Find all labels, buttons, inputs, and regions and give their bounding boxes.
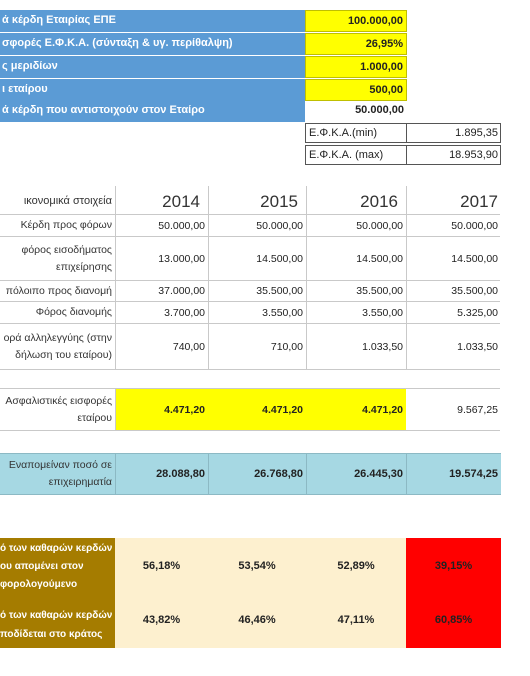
table-cell: 740,00 [172,340,205,353]
pct-kept-2014: 56,18% [142,560,181,572]
partner-shares-value[interactable]: 500,00 [305,79,407,101]
pct-kept-2017: 39,15% [434,560,473,572]
remaining-label-line1: Εναπομείναν ποσό σε [8,459,112,471]
row-solidarity-label-line1: ορά αλληλεγγύης (στην [3,331,112,344]
table-cell: 35.500,00 [356,285,403,297]
pct-state-2017: 60,85% [434,614,473,626]
table-cell: 1.033,50 [362,340,403,353]
pct-kept-label-line1: ό των καθαρών κερδών [0,543,113,554]
efka-rate-label: σφορές Ε.Φ.Κ.Α. (σύνταξη & υγ. περίθαλψη… [0,33,305,55]
table-cell: 35.500,00 [451,285,498,297]
table-cell: 50.000,00 [256,219,303,232]
row-income-tax-label-line1: φόρος εισοδήματος [21,243,112,256]
table-cell: 50.000,00 [451,219,498,232]
partner-shares-label: ι εταίρου [0,79,305,101]
table-cell: 3.700,00 [164,306,205,319]
remaining-label-line2: επιχειρηματία [48,476,112,488]
remaining-row [0,453,501,495]
pct-state-label: ό των καθαρών κερδών ποδίδεται στο κράτο… [0,606,115,646]
pct-state-label-line1: ό των καθαρών κερδών [0,610,113,621]
row-remaining-label: πόλοιπο προς διανομή [5,284,112,297]
row-profit-before-tax-label: Κέρδη προς φόρων [20,219,112,231]
efka-min-value: 1.895,35 [406,123,501,143]
row-distribution-tax-label: Φόρος διανομής [35,306,112,318]
year-2015: 2015 [260,192,298,211]
remaining-2015: 26.768,80 [254,468,303,480]
pct-state-2015: 46,46% [238,614,276,626]
pct-kept-2016: 52,89% [337,560,375,572]
table-cell: 1.033,50 [457,340,498,353]
row-income-tax-label-line2: επιχείρησης [56,260,112,273]
pct-state-label-line2: ποδίδεται στο κράτος [0,629,103,640]
pct-kept-label-line2: ου απομένει στον [0,561,84,572]
remaining-2014: 28.088,80 [156,468,205,480]
insurance-2016: 4.471,20 [306,389,406,430]
remaining-label: Εναπομείναν ποσό σε επιχειρηματία [0,454,115,494]
shares-label: ς μεριδίων [0,56,305,78]
year-2017: 2017 [460,192,498,211]
insurance-label-line2: εταίρου [77,411,112,424]
pct-kept-label-line3: φορολογούμενο [0,579,78,590]
table-cell: 35.500,00 [256,285,303,297]
pct-2017-block [406,538,501,648]
remaining-2017: 19.574,25 [449,468,498,480]
efka-rate-value[interactable]: 26,95% [305,33,407,55]
year-2016: 2016 [360,192,398,211]
table-cell: 3.550,00 [262,306,303,319]
table-cell: 14.500,00 [256,252,303,265]
partner-profit-label: ά κέρδη που αντιστοιχούν στον Εταίρο [0,100,305,122]
insurance-2017: 9.567,25 [457,403,498,416]
pct-label-block [0,538,115,648]
table-cell: 37.000,00 [158,285,205,297]
table-cell: 14.500,00 [356,252,403,265]
table-cell: 710,00 [270,340,303,353]
insurance-label-line1: Ασφαλιστικές εισφορές [5,394,112,407]
insurance-2014: 4.471,20 [116,389,208,430]
shares-value[interactable]: 1.000,00 [305,56,407,78]
table-cell: 50.000,00 [158,219,205,232]
pct-kept-label: ό των καθαρών κερδών ου απομένει στον φο… [0,540,115,596]
efka-min-label: Ε.Φ.Κ.Α.(min) [305,123,407,143]
efka-max-value: 18.953,90 [406,145,501,165]
profit-label: ά κέρδη Εταιρίας ΕΠΕ [0,10,305,32]
row-solidarity-label-line2: δήλωση του εταίρου) [15,348,112,361]
insurance-2015: 4.471,20 [208,389,306,430]
row-income-tax-label: φόρος εισοδήματος επιχείρησης [0,237,115,280]
profit-value[interactable]: 100.000,00 [305,10,407,32]
table-cell: 5.325,00 [457,306,498,319]
partner-profit-value: 50.000,00 [355,104,404,116]
remaining-2016: 26.445,30 [354,468,403,480]
pct-kept-2015: 53,54% [238,560,276,572]
pct-state-2014: 43,82% [142,614,181,626]
pct-values-block [115,538,406,648]
table-cell: 13.000,00 [158,252,205,265]
table-cell: 50.000,00 [356,219,403,232]
table-cell: 3.550,00 [362,306,403,319]
table-header-label: ικονομικά στοιχεία [23,195,112,207]
row-solidarity-label: ορά αλληλεγγύης (στην δήλωση του εταίρου… [0,324,115,369]
table-cell: 14.500,00 [451,252,498,265]
year-2014: 2014 [162,192,200,211]
efka-max-label: Ε.Φ.Κ.Α. (max) [305,145,407,165]
pct-state-2016: 47,11% [337,614,375,626]
insurance-label: Ασφαλιστικές εισφορές εταίρου [0,389,115,430]
